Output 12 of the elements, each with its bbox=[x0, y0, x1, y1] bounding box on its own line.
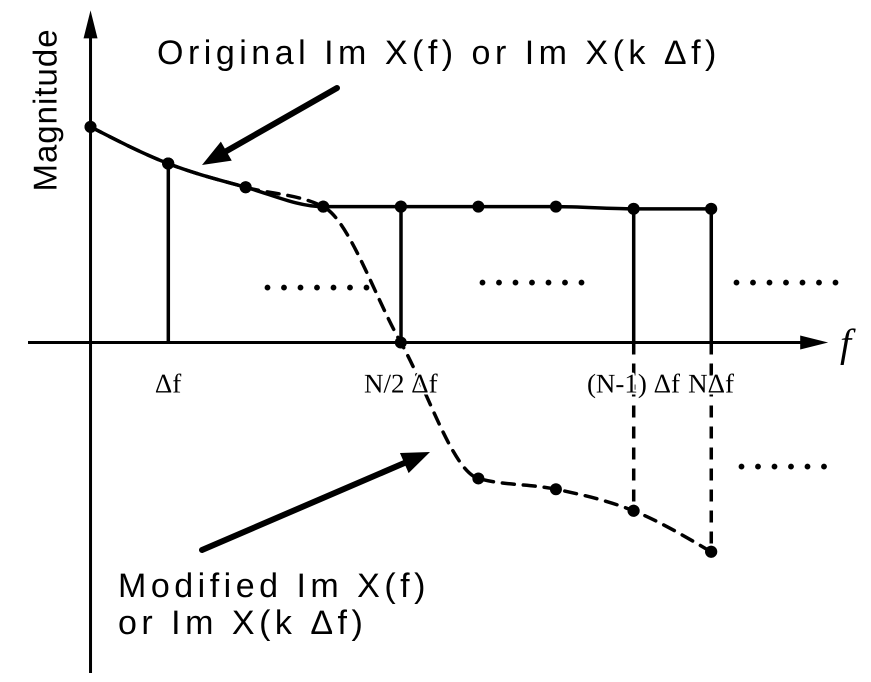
annotation: ...... bbox=[737, 437, 836, 477]
annotation: ....... bbox=[732, 253, 848, 293]
y-axis-title: Magnitude bbox=[26, 28, 64, 192]
x-axis-title: f bbox=[840, 320, 856, 366]
annotation: ....... bbox=[478, 253, 594, 293]
x-tick-label: N/2 Δf bbox=[364, 368, 438, 399]
text: Modified Im X(f) or Im X(k Δf) bbox=[118, 567, 431, 642]
annotation: ....... bbox=[263, 258, 378, 298]
x-tick-label: (N-1) Δf bbox=[586, 368, 680, 399]
x-tick-label: Δf bbox=[154, 368, 182, 399]
x-tick-label: NΔf bbox=[688, 368, 734, 399]
text: Original Im X(f) or Im X(k Δf) bbox=[157, 34, 721, 72]
